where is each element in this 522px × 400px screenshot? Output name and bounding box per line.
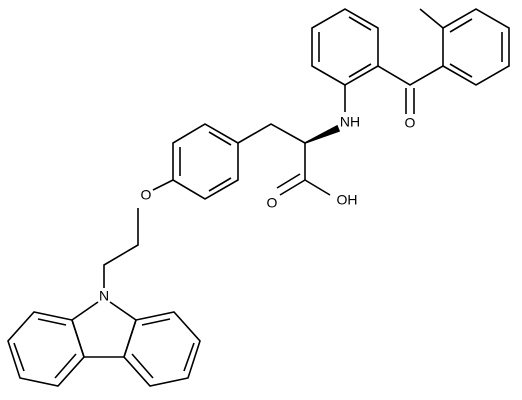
ring [172,123,239,200]
bond [13,342,25,372]
bond [377,65,444,86]
atom-label: O [405,115,416,131]
bond [37,318,67,326]
bond [208,131,232,146]
bond [304,179,331,196]
bond [71,301,99,321]
bonds [7,8,510,387]
bond [449,63,473,78]
bond [109,301,137,321]
atom-label: N [99,288,109,304]
methyl-bond [419,8,444,29]
bond [183,342,195,372]
bond [449,18,473,33]
bond [348,63,372,78]
ring [7,311,85,387]
atom-label: NH [340,114,360,130]
ring [123,311,201,387]
bond [131,353,154,379]
bond [237,123,306,144]
wedge-bond [304,124,341,144]
ring [442,8,510,86]
bond [276,173,301,189]
bond [141,318,171,326]
atom-labels: N O NH O O OH [99,114,416,304]
bond [54,353,77,379]
bond [279,179,306,196]
atom-label: O [267,195,278,211]
atom-label: O [141,187,152,203]
bond [348,16,372,31]
atom-label: OH [337,192,358,208]
bond [208,177,232,192]
bond [152,179,174,191]
bond [103,208,139,288]
ring [311,8,379,86]
